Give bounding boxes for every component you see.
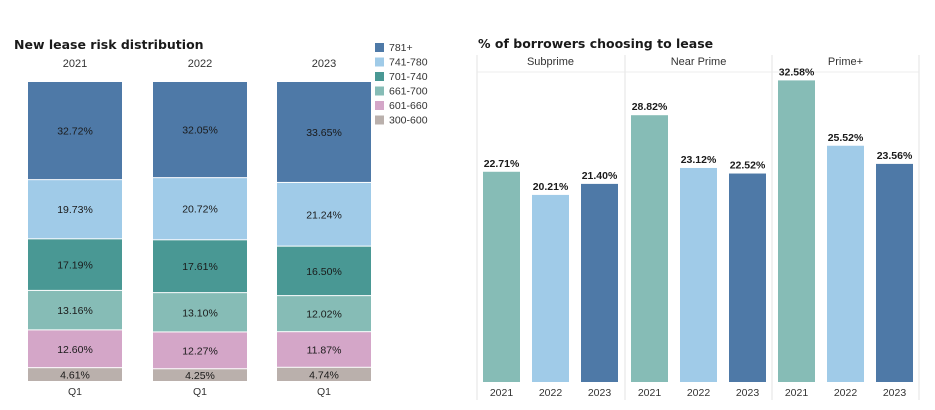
bar-label-Near Prime-2023: 22.52% bbox=[730, 160, 766, 172]
legend-swatch-300-600 bbox=[375, 115, 384, 125]
x-tick-Near Prime-2021: 2021 bbox=[638, 387, 662, 399]
legend-swatch-661-700 bbox=[375, 86, 384, 96]
bar-Near Prime-2023 bbox=[729, 173, 766, 382]
x-tick-Prime+-2021: 2021 bbox=[785, 387, 809, 399]
bar-label-Prime+-2022: 25.52% bbox=[828, 132, 864, 144]
x-tick-2021: Q1 bbox=[68, 386, 82, 398]
segment-label-741-780-2021: 19.73% bbox=[57, 204, 93, 216]
segment-label-601-660-2022: 12.27% bbox=[182, 345, 218, 357]
risk-chart-title: New lease risk distribution bbox=[14, 37, 204, 52]
bar-segment-701-740-2023 bbox=[277, 246, 371, 296]
bar-segment-741-780-2021 bbox=[28, 180, 122, 239]
bar-label-Subprime-2023: 21.40% bbox=[582, 170, 618, 182]
legend-swatch-741-780 bbox=[375, 57, 384, 67]
bar-label-Subprime-2021: 22.71% bbox=[484, 158, 520, 170]
bar-segment-661-700-2022 bbox=[153, 293, 247, 332]
risk-legend: 781+ 741-780 701-740 661-700 601-660 300-600 bbox=[375, 42, 428, 127]
panel-header-Near Prime: Near Prime bbox=[671, 56, 727, 68]
x-tick-Near Prime-2022: 2022 bbox=[687, 387, 711, 399]
x-tick-Prime+-2023: 2023 bbox=[883, 387, 907, 399]
bar-Prime+-2023 bbox=[876, 163, 913, 382]
x-tick-Near Prime-2023: 2023 bbox=[736, 387, 760, 399]
legend-label-781+: 781+ bbox=[389, 42, 413, 54]
bar-segment-701-740-2021 bbox=[28, 239, 122, 290]
panel-header-Subprime: Subprime bbox=[527, 56, 574, 68]
panel-header-Prime+: Prime+ bbox=[828, 56, 863, 68]
bar-label-Subprime-2022: 20.21% bbox=[533, 181, 569, 193]
segment-label-741-780-2022: 20.72% bbox=[182, 204, 218, 216]
column-header-2022: 2022 bbox=[188, 58, 212, 70]
legend-label-701-740: 701-740 bbox=[389, 71, 428, 83]
segment-label-781+-2021: 32.72% bbox=[57, 126, 93, 138]
segment-label-661-700-2021: 13.16% bbox=[57, 305, 93, 317]
segment-label-601-660-2021: 12.60% bbox=[57, 344, 93, 356]
segment-label-601-660-2023: 11.87% bbox=[307, 344, 342, 356]
bar-label-Prime+-2023: 23.56% bbox=[877, 150, 913, 162]
lease-share-chart: Subprime 22.71% 2021 20.21% 2022 21.40% 2023 Ne… bbox=[476, 55, 920, 400]
bar-segment-741-780-2023 bbox=[277, 182, 371, 246]
bar-segment-781+-2021 bbox=[28, 82, 122, 180]
legend-label-741-780: 741-780 bbox=[389, 57, 428, 69]
x-tick-2023: Q1 bbox=[317, 386, 331, 398]
column-header-2021: 2021 bbox=[63, 58, 87, 70]
bar-label-Near Prime-2021: 28.82% bbox=[632, 101, 668, 113]
segment-label-741-780-2023: 21.24% bbox=[306, 209, 342, 221]
bar-label-Near Prime-2022: 23.12% bbox=[681, 154, 717, 166]
segment-label-300-600-2022: 4.25% bbox=[185, 370, 215, 382]
segment-label-701-740-2022: 17.61% bbox=[182, 261, 218, 273]
segment-label-300-600-2021: 4.61% bbox=[60, 370, 90, 382]
segment-label-661-700-2023: 12.02% bbox=[306, 309, 342, 321]
bar-Prime+-2022 bbox=[827, 145, 864, 382]
lease-chart-title: % of borrowers choosing to lease bbox=[478, 36, 713, 51]
column-header-2023: 2023 bbox=[312, 58, 336, 70]
bar-Subprime-2022 bbox=[532, 194, 569, 382]
bar-segment-601-660-2022 bbox=[153, 332, 247, 369]
x-tick-Subprime-2022: 2022 bbox=[539, 387, 563, 399]
segment-label-701-740-2021: 17.19% bbox=[57, 260, 93, 272]
bar-segment-300-600-2022 bbox=[153, 369, 247, 381]
bar-Near Prime-2022 bbox=[680, 167, 717, 382]
bar-segment-300-600-2023 bbox=[277, 367, 371, 381]
bar-segment-601-660-2021 bbox=[28, 330, 122, 368]
bar-segment-300-600-2021 bbox=[28, 368, 122, 381]
x-tick-2022: Q1 bbox=[193, 386, 207, 398]
bar-segment-701-740-2022 bbox=[153, 240, 247, 293]
segment-label-781+-2022: 32.05% bbox=[182, 125, 218, 137]
bar-Subprime-2021 bbox=[483, 171, 520, 382]
segment-label-701-740-2023: 16.50% bbox=[306, 266, 342, 278]
legend-swatch-701-740 bbox=[375, 72, 384, 81]
x-tick-Subprime-2023: 2023 bbox=[588, 387, 612, 399]
bar-segment-661-700-2021 bbox=[28, 290, 122, 330]
bar-segment-781+-2023 bbox=[277, 82, 371, 182]
bar-Near Prime-2021 bbox=[631, 115, 668, 383]
segment-label-781+-2023: 33.65% bbox=[306, 127, 342, 139]
bar-segment-601-660-2023 bbox=[277, 332, 371, 367]
bar-Subprime-2023 bbox=[581, 183, 618, 382]
bar-segment-741-780-2022 bbox=[153, 178, 247, 240]
legend-label-300-600: 300-600 bbox=[389, 115, 428, 127]
bar-Prime+-2021 bbox=[778, 80, 815, 382]
x-tick-Prime+-2022: 2022 bbox=[834, 387, 858, 399]
x-tick-Subprime-2021: 2021 bbox=[490, 387, 514, 399]
legend-label-661-700: 661-700 bbox=[389, 86, 428, 98]
segment-label-661-700-2022: 13.10% bbox=[182, 307, 218, 319]
segment-label-300-600-2023: 4.74% bbox=[309, 369, 339, 381]
bar-segment-661-700-2023 bbox=[277, 296, 371, 332]
legend-label-601-660: 601-660 bbox=[389, 100, 428, 112]
legend-swatch-781+ bbox=[375, 43, 384, 52]
bar-segment-781+-2022 bbox=[153, 82, 247, 178]
bar-label-Prime+-2021: 32.58% bbox=[779, 66, 815, 78]
risk-distribution-chart: 2021 32.72% 19.73% 17.19% 13.16% 12.60% 4.61% Q… bbox=[28, 58, 371, 398]
legend-swatch-601-660 bbox=[375, 101, 384, 110]
